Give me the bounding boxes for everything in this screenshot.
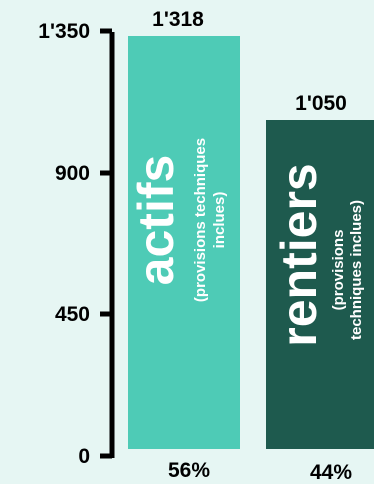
bar-actifs [128,36,240,449]
bar-label-rentiers: rentiers [271,163,327,346]
y-tick-label-1350: 1'350 [38,20,90,43]
bar-rentiers [266,120,374,449]
bar-note-actifs-line2: inclues) [211,192,228,249]
percent-label-rentiers: 44% [310,461,352,484]
bar-label-actifs: actifs [128,155,184,286]
value-label-actifs: 1'318 [152,8,204,31]
value-label-rentiers: 1'050 [295,92,347,115]
y-tick-label-900: 900 [55,162,90,185]
bar-note-actifs-line1: (provisions techniques [192,138,209,302]
bar-note-rentiers-line2: techniques inclues) [348,200,365,340]
y-tick-label-0: 0 [78,445,90,468]
percent-label-actifs: 56% [168,459,210,482]
y-tick-label-450: 450 [55,303,90,326]
bar-note-rentiers-line1: (provisions [330,230,347,311]
